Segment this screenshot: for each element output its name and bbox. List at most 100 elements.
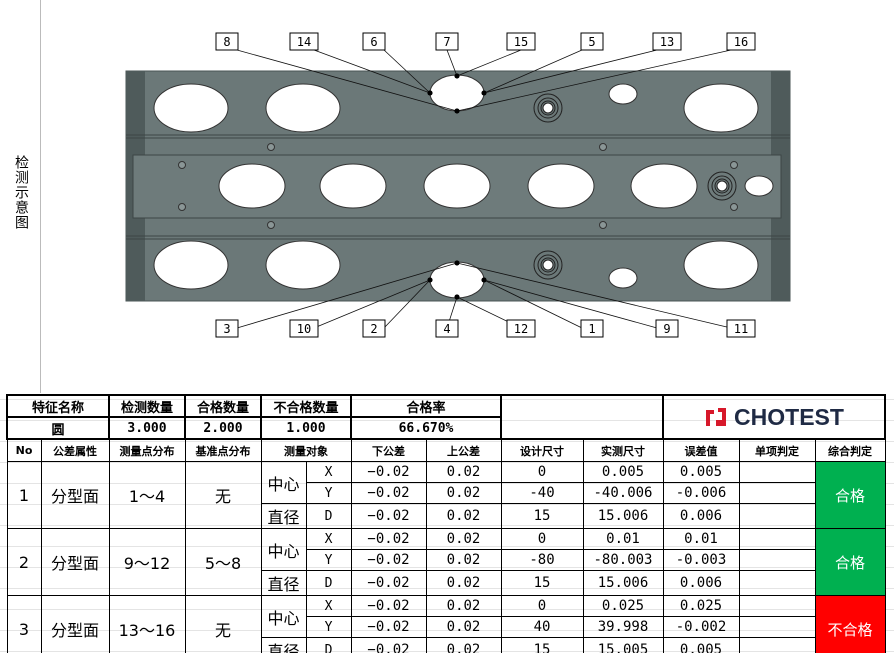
single-value xyxy=(738,528,816,550)
axis: Y xyxy=(305,616,352,638)
measure-point xyxy=(427,277,433,283)
design-value: 0 xyxy=(500,528,584,550)
callout-label: 16 xyxy=(734,35,748,49)
design-value: -80 xyxy=(500,549,584,571)
hole xyxy=(218,163,286,209)
leader-line xyxy=(483,279,658,329)
low-value: −0.02 xyxy=(350,528,427,550)
axis: D xyxy=(305,503,352,529)
object-group: 中心 xyxy=(260,528,307,571)
column-header: 基准点分布 xyxy=(184,438,262,462)
single-value xyxy=(738,549,816,571)
blank-cell xyxy=(500,394,664,440)
object-group: 直径 xyxy=(260,570,307,596)
counterbore-ring xyxy=(540,100,556,116)
tolerance-attr: 分型面 xyxy=(40,461,110,529)
row-no: 1 xyxy=(6,461,42,529)
actual-value: 39.998 xyxy=(582,616,664,638)
screw-icon xyxy=(267,143,275,151)
column-header: 设计尺寸 xyxy=(500,438,584,462)
counterbore-ring xyxy=(714,178,730,194)
callout-box xyxy=(655,319,679,338)
counterbore-ring xyxy=(533,250,563,280)
row-no: 2 xyxy=(6,528,42,596)
callout-box xyxy=(506,32,536,51)
low-value: −0.02 xyxy=(350,616,427,638)
hole xyxy=(630,163,698,209)
screw-icon xyxy=(599,143,607,151)
column-header: 实测尺寸 xyxy=(582,438,664,462)
actual-value: 15.006 xyxy=(582,570,664,596)
single-value xyxy=(738,595,816,617)
column-header: 上公差 xyxy=(425,438,502,462)
column-header: 误差值 xyxy=(662,438,740,462)
callout-box xyxy=(580,319,604,338)
callout-box xyxy=(362,319,386,338)
callout-label: 8 xyxy=(223,35,230,49)
axis: D xyxy=(305,570,352,596)
overall-result: 合格 xyxy=(814,461,886,529)
actual-value: 15.005 xyxy=(582,637,664,653)
low-value: −0.02 xyxy=(350,503,427,529)
leader-line xyxy=(483,49,658,94)
screw-icon xyxy=(730,161,738,169)
up-value: 0.02 xyxy=(425,549,502,571)
up-value: 0.02 xyxy=(425,570,502,596)
callout-label: 7 xyxy=(443,35,450,49)
design-value: 0 xyxy=(500,461,584,483)
leader-line xyxy=(446,49,458,77)
counterbore-hole xyxy=(542,259,554,271)
single-value xyxy=(738,637,816,653)
hole xyxy=(153,240,229,290)
callout-box xyxy=(289,32,319,51)
actual-value: 0.01 xyxy=(582,528,664,550)
object-group: 直径 xyxy=(260,637,307,653)
leader-line xyxy=(483,49,583,94)
up-value: 0.02 xyxy=(425,503,502,529)
point-range: 9～12 xyxy=(108,528,186,596)
axis: Y xyxy=(305,549,352,571)
table-row: Y −0.02 0.02 -40 -40.006 -0.006 xyxy=(7,482,885,504)
axis: X xyxy=(305,595,352,617)
leader-line xyxy=(456,262,732,329)
callout-label: 14 xyxy=(297,35,311,49)
leader-line xyxy=(236,49,458,112)
table-row: 直径 D −0.02 0.02 15 15.005 0.005 xyxy=(7,637,885,653)
table-row: 2 分型面 9～12 5～8 中心 X −0.02 0.02 0 0.01 0.01 合格 xyxy=(6,528,886,596)
measure-point xyxy=(454,73,460,79)
callout-label: 12 xyxy=(514,322,528,336)
low-value: −0.02 xyxy=(350,482,427,504)
screw-icon xyxy=(599,221,607,229)
up-value: 0.02 xyxy=(425,461,502,483)
chotest-logo-icon xyxy=(706,408,727,426)
summary-header: 检测数量 xyxy=(108,394,186,418)
hole xyxy=(319,163,387,209)
counterbore-ring xyxy=(533,93,563,123)
results-table: 特征名称 检测数量 合格数量 不合格数量 合格率 CHOTEST 圆 3.000 2.000 1.… xyxy=(6,394,886,653)
hole xyxy=(608,83,638,105)
leader-line xyxy=(236,262,458,329)
hole xyxy=(423,163,491,209)
summary-header: 特征名称 xyxy=(6,394,110,418)
callout-label: 5 xyxy=(588,35,595,49)
side-label: 检测示意图 xyxy=(13,155,29,230)
fail-count: 1.000 xyxy=(260,416,352,440)
up-value: 0.02 xyxy=(425,637,502,653)
low-value: −0.02 xyxy=(350,637,427,653)
part-drawing: 8 14 6 7 15 5 13 16 3 10 2 4 12 1 9 11 xyxy=(125,32,791,338)
callout-label: 6 xyxy=(370,35,377,49)
low-value: −0.02 xyxy=(350,595,427,617)
table-row: 直径 D −0.02 0.02 15 15.006 0.006 xyxy=(7,570,885,596)
callout-box xyxy=(435,319,459,338)
axis: Y xyxy=(305,482,352,504)
callout-label: 15 xyxy=(514,35,528,49)
design-value: 15 xyxy=(500,570,584,596)
tolerance-attr: 分型面 xyxy=(40,528,110,596)
err-value: 0.005 xyxy=(662,637,740,653)
callout-label: 1 xyxy=(588,322,595,336)
actual-value: 0.025 xyxy=(582,595,664,617)
column-header: 测量对象 xyxy=(260,438,352,462)
measure-point xyxy=(481,277,487,283)
actual-value: -80.003 xyxy=(582,549,664,571)
